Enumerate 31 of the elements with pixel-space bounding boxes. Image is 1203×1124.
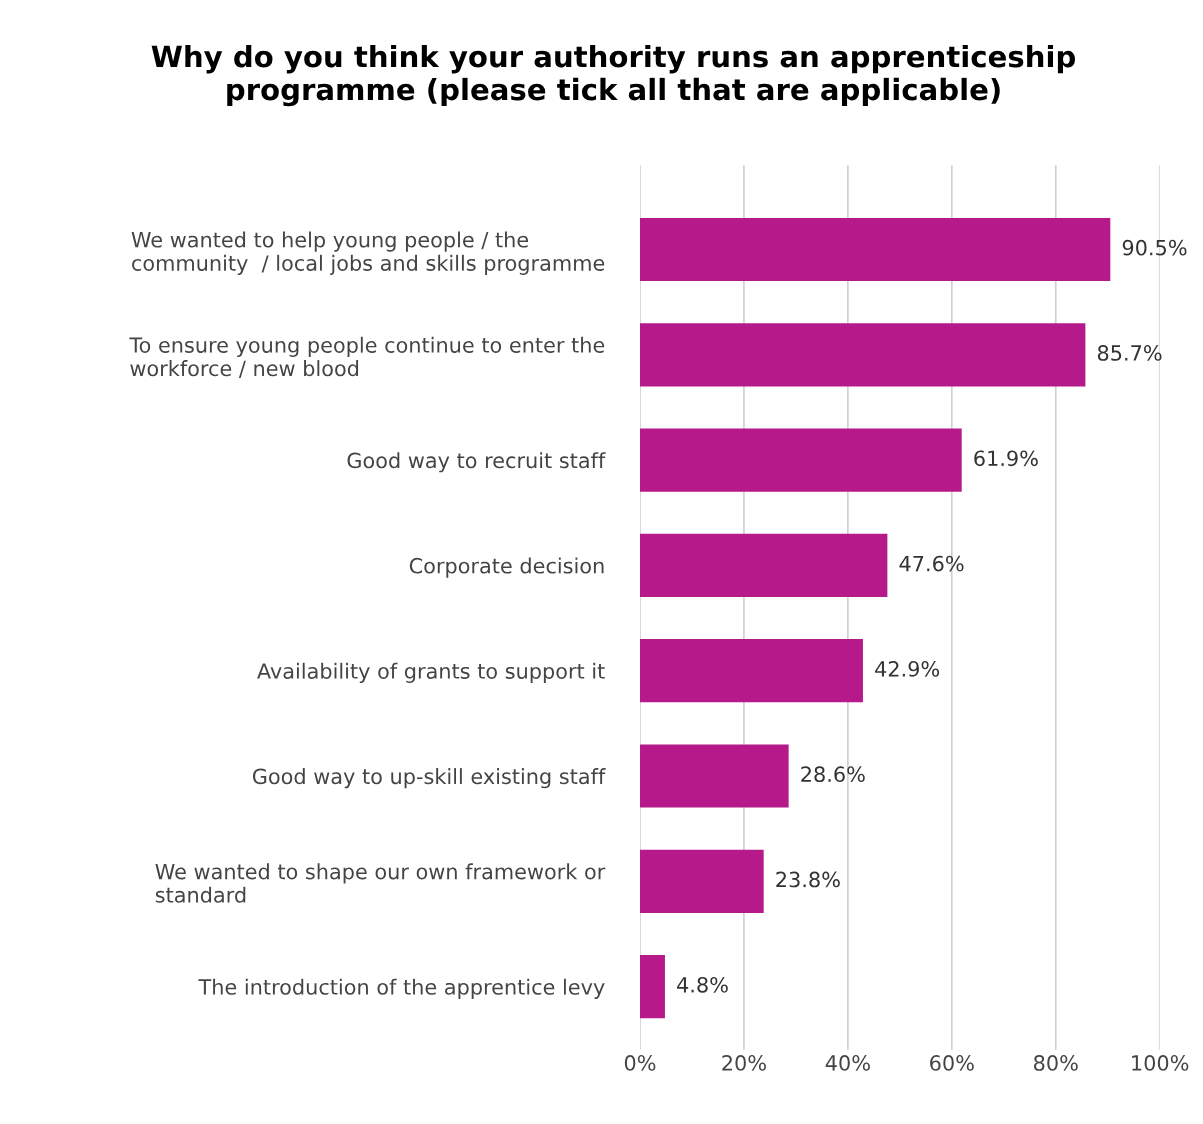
x-tick-label: 40% [825,1055,870,1071]
y-tick-label: We wanted to help young people / the community / local jobs and skills programme [131,231,605,275]
y-tick-label: The introduction of the apprentice levy [198,978,605,999]
y-tick-label: Good way to recruit staff [347,452,606,473]
data-label: 47.6% [899,555,964,572]
data-label: 23.8% [776,871,840,888]
data-label: 4.8% [677,976,728,993]
bar [640,533,888,597]
data-label: 85.7% [1097,345,1162,361]
x-tick-label: 0% [624,1055,656,1071]
data-label: 61.9% [974,450,1038,467]
y-tick-label: Corporate decision [409,557,604,578]
x-tick-label: 60% [930,1055,974,1071]
x-tick-label: 80% [1034,1055,1078,1071]
bar [640,217,1111,282]
y-tick-label: Good way to up-skill existing staff [252,768,606,789]
x-tick-label: 20% [722,1055,766,1071]
data-label: 90.5% [1122,239,1187,256]
bar [640,955,665,1019]
data-label: 42.9% [875,660,940,677]
bar [640,323,1086,387]
bar [640,639,863,703]
y-tick-label: We wanted to shape our own framework or standard [155,863,606,903]
y-tick-label: Availability of grants to support it [257,662,605,683]
x-tick-label: 100% [1132,1055,1189,1071]
bar [640,849,764,913]
bar [640,744,789,808]
data-label: 28.6% [801,766,865,783]
chart-title: Why do you think your authority runs an apprenticeship programme (please tick all that are applicable) [151,44,1076,107]
bar [640,428,962,492]
y-tick-label: To ensure young people continue to enter the workforce / new blood [129,336,605,378]
